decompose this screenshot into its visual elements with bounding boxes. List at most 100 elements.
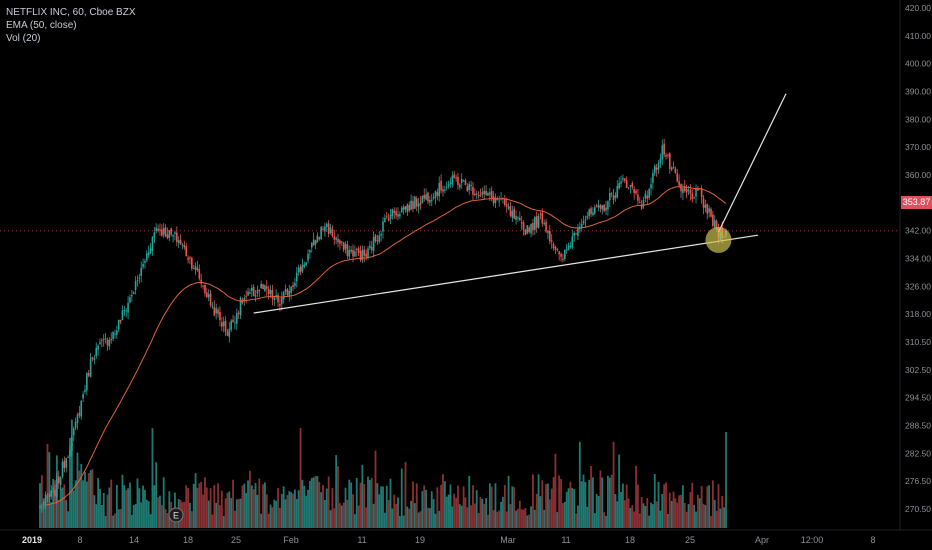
candle-body	[183, 245, 186, 248]
legend-symbol[interactable]: NETFLIX INC, 60, Cboe BZX	[6, 7, 136, 18]
candle-body	[267, 289, 270, 294]
candle-body	[670, 167, 673, 170]
candle-body	[644, 193, 647, 199]
candle-body	[547, 230, 549, 234]
candle-body	[430, 199, 433, 201]
volume-bar	[346, 499, 349, 528]
volume-bar	[483, 503, 486, 528]
time-tick-label: 8	[870, 535, 875, 545]
volume-bar	[567, 488, 570, 528]
candle-body	[629, 185, 632, 187]
time-axis: 2019 8 14 18 25 Feb 11 19 Mar 11 18 25 Apr 12:00 8	[22, 535, 876, 545]
price-axis: 420.00 410.00 400.00 390.00 380.00 370.00 360.…	[905, 3, 931, 514]
candle-body	[607, 201, 609, 210]
volume-bar	[217, 483, 219, 528]
chart-legend: NETFLIX INC, 60, Cboe BZX EMA (50, close…	[6, 6, 136, 45]
volume-bar	[539, 496, 542, 528]
candle-body	[543, 222, 545, 224]
candle-body	[599, 205, 602, 209]
candle-body	[710, 208, 712, 217]
volume-bar	[271, 507, 274, 528]
candle-body	[702, 198, 705, 208]
volume-bar	[650, 502, 652, 528]
volume-bar	[614, 494, 617, 528]
volume-bar	[237, 498, 240, 528]
candle-body	[305, 262, 307, 266]
candle-body	[161, 229, 163, 236]
candle-body	[552, 244, 555, 249]
volume-bar	[136, 478, 139, 528]
candle-body	[573, 232, 575, 237]
candle-body	[269, 290, 272, 295]
volume-bar	[305, 495, 308, 528]
candle-body	[252, 286, 255, 296]
candle-body	[382, 221, 384, 232]
candle-body	[93, 358, 96, 360]
candle-body	[620, 181, 622, 184]
candle-body	[530, 223, 532, 234]
volume-bar	[670, 500, 673, 528]
candle-body	[129, 297, 131, 303]
candle-body	[612, 195, 615, 200]
candle-body	[582, 221, 585, 224]
candle-body	[580, 224, 583, 228]
volume-bar	[310, 478, 313, 528]
candle-body	[691, 193, 694, 200]
candle-body	[222, 321, 225, 327]
volume-bar	[537, 474, 540, 528]
candle-body	[445, 187, 448, 189]
candle-body	[464, 180, 467, 185]
candle-body	[110, 339, 113, 341]
candle-body	[256, 290, 259, 294]
candle-body	[635, 190, 637, 194]
candle-body	[57, 476, 60, 484]
volume-bar	[340, 505, 343, 528]
volume-bar	[638, 513, 641, 528]
legend-ema[interactable]: EMA (50, close)	[6, 20, 77, 31]
volume-bar	[106, 494, 109, 528]
candle-body	[350, 249, 352, 252]
legend-volume[interactable]: Vol (20)	[6, 33, 41, 44]
volume-bar	[147, 501, 150, 528]
candle-body	[78, 412, 81, 416]
candle-body	[417, 203, 420, 208]
volume-bar	[226, 492, 229, 528]
time-tick-label: 25	[685, 535, 695, 545]
volume-bar	[479, 497, 482, 528]
candle-body	[460, 179, 463, 183]
volume-bar	[616, 501, 619, 528]
volume-bar	[295, 499, 298, 528]
volume-bar	[597, 495, 600, 528]
volume-bar	[713, 499, 716, 528]
volume-bar	[127, 488, 129, 528]
time-tick-label: Feb	[283, 535, 299, 545]
volume-bar	[458, 504, 461, 528]
volume-bar	[462, 486, 465, 528]
price-tick-label: 310.50	[905, 337, 931, 347]
volume-bar	[449, 484, 452, 528]
candle-body	[479, 194, 482, 197]
candle-body	[712, 214, 714, 226]
volume-bar	[590, 465, 592, 528]
volume-bar	[494, 483, 497, 528]
volume-bar	[631, 505, 634, 528]
candle-body	[625, 180, 628, 188]
candle-body	[519, 217, 521, 221]
candle-body	[166, 234, 169, 239]
volume-bar	[530, 506, 532, 528]
time-tick-label: 11	[561, 535, 570, 545]
volume-bar	[442, 474, 444, 528]
candle-body	[174, 232, 176, 234]
volume-bar	[505, 511, 508, 528]
candle-body	[187, 257, 189, 260]
volume-bar	[228, 491, 231, 528]
candle-body	[48, 494, 51, 497]
candle-body	[504, 199, 506, 206]
candle-body	[412, 201, 414, 209]
candle-body	[432, 197, 435, 199]
volume-bar	[711, 480, 714, 528]
volume-bar	[164, 509, 167, 528]
candle-body	[320, 226, 322, 240]
candle-body	[322, 228, 324, 230]
